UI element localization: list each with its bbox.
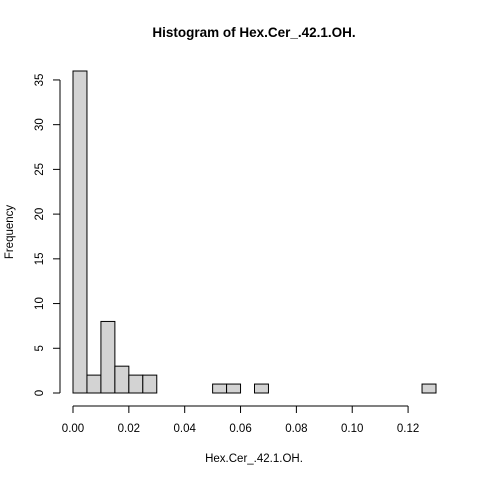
- y-tick-label: 35: [34, 74, 46, 87]
- bars-group: [72, 70, 437, 394]
- x-tick-label: 0.04: [173, 423, 196, 435]
- y-tick-label: 0: [34, 390, 46, 396]
- histogram-bar: [100, 320, 116, 394]
- y-tick-label: 15: [34, 252, 46, 265]
- histogram-bar: [421, 383, 437, 394]
- histogram-bar: [142, 374, 158, 394]
- histogram-bar: [72, 70, 88, 394]
- x-tick-label: 0.08: [285, 423, 307, 435]
- y-tick-label: 30: [34, 118, 46, 131]
- y-tick-label: 10: [34, 297, 46, 310]
- y-tick-label: 25: [34, 163, 46, 176]
- histogram-bar: [226, 383, 242, 394]
- x-tick-label: 0.10: [341, 423, 363, 435]
- histogram-bar: [254, 383, 269, 394]
- y-axis-label: Frequency: [4, 205, 16, 260]
- x-tick-label: 0.06: [229, 423, 251, 435]
- x-axis-label: Hex.Cer_.42.1.OH.: [205, 453, 303, 465]
- x-axis: 0.00 0.02 0.04 0.06 0.08 0.10 0.12: [62, 405, 419, 435]
- y-tick-label: 5: [34, 345, 46, 351]
- x-tick-label: 0.12: [397, 423, 419, 435]
- chart-title: Histogram of Hex.Cer_.42.1.OH.: [152, 25, 355, 40]
- y-tick-label: 20: [34, 208, 46, 221]
- histogram-bar: [128, 374, 144, 394]
- histogram-bar: [86, 374, 102, 394]
- x-tick-label: 0.00: [62, 423, 84, 435]
- y-axis: 0 5 10 15 20 25 30 35: [34, 74, 61, 396]
- histogram-bar: [212, 383, 228, 394]
- x-tick-label: 0.02: [118, 423, 140, 435]
- histogram-bar: [114, 365, 130, 394]
